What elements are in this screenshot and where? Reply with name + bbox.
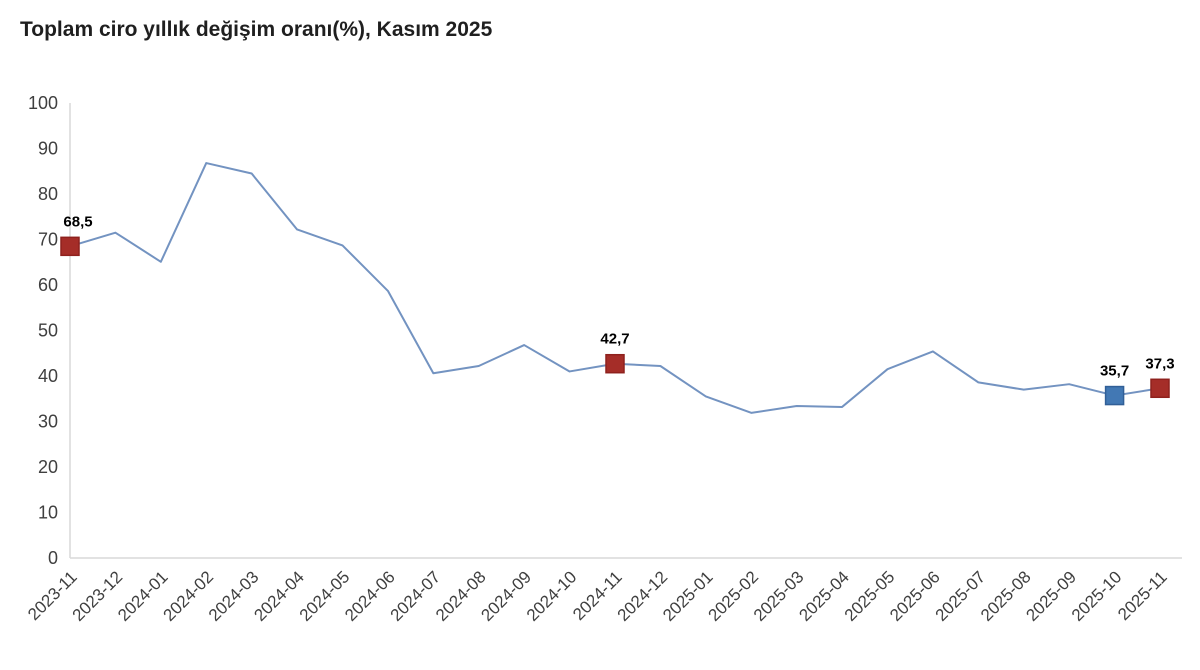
point-value-label: 37,3	[1145, 355, 1174, 372]
highlight-marker[interactable]	[60, 236, 80, 257]
y-tick-label: 80	[38, 184, 58, 204]
highlight-marker[interactable]	[1104, 385, 1125, 406]
point-value-label: 68,5	[63, 213, 92, 230]
y-tick-label: 10	[38, 503, 58, 523]
highlight-marker[interactable]	[1150, 378, 1170, 399]
y-tick-label: 90	[38, 139, 58, 159]
y-tick-label: 30	[38, 412, 58, 432]
y-tick-label: 40	[38, 366, 58, 386]
point-value-label: 42,7	[600, 331, 629, 348]
x-tick-label: 2025-11	[1114, 567, 1171, 624]
x-tick-label: 2025-10	[1068, 567, 1126, 625]
highlight-marker[interactable]	[605, 353, 625, 374]
y-tick-label: 60	[38, 275, 58, 295]
y-tick-label: 0	[48, 548, 58, 568]
y-tick-label: 50	[38, 321, 58, 341]
y-tick-label: 70	[38, 230, 58, 250]
data-line	[69, 162, 1161, 414]
y-tick-label: 20	[38, 457, 58, 477]
point-value-label: 35,7	[1100, 363, 1129, 380]
chart-title: Toplam ciro yıllık değişim oranı(%), Kas…	[20, 18, 493, 41]
x-tick-label: 2024-10	[523, 567, 581, 625]
y-tick-label: 100	[28, 93, 58, 113]
